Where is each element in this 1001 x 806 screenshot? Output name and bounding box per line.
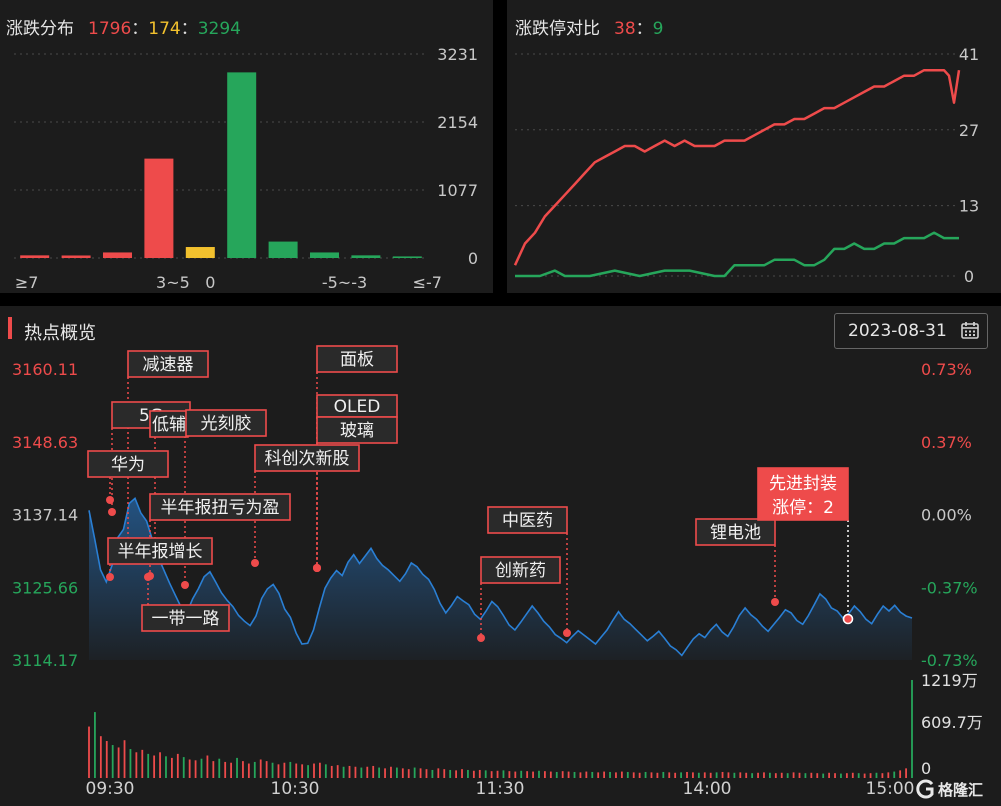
watermark-text: 格隆汇 — [938, 780, 984, 799]
x-tick-label: ≤-7 — [413, 273, 442, 292]
x-tick-label: 3~5 — [156, 273, 190, 292]
hot-overview-panel: 热点概览 2023-08-31 — [0, 306, 1001, 806]
date-value: 2023-08-31 — [848, 321, 947, 341]
y-tick-label: 1077 — [437, 181, 478, 200]
bar — [61, 255, 91, 258]
gelonghui-logo-icon — [916, 779, 934, 799]
bar — [227, 72, 257, 258]
limit-title-row: 涨跌停对比 38：9 — [515, 19, 664, 39]
distribution-title: 涨跌分布 — [6, 19, 74, 39]
flat-count: 174 — [148, 19, 181, 39]
bar — [268, 241, 298, 258]
limit-down-count: 9 — [652, 19, 664, 39]
up-count: 1796 — [88, 19, 132, 39]
y-tick-label: 41 — [959, 45, 979, 64]
distribution-bar-chart: 0 1077 2154 3231 ≥7 3~5 0 -5~-3 ≤-7 — [14, 45, 478, 292]
y-tick-label: 27 — [959, 121, 979, 140]
y-tick-label: 3231 — [437, 45, 478, 64]
bar — [103, 252, 132, 258]
down-count: 3294 — [197, 19, 241, 39]
x-tick-label: 0 — [205, 273, 215, 292]
title-accent-bar — [8, 317, 12, 339]
x-tick-label: -5~-3 — [322, 273, 367, 292]
bar — [20, 255, 50, 258]
y-tick-label: 0 — [964, 267, 974, 286]
x-tick-label: ≥7 — [15, 273, 39, 292]
limit-line-chart: 0 13 27 41 — [513, 45, 979, 286]
bar — [310, 252, 339, 258]
limit-up-count: 38 — [614, 19, 636, 39]
y-tick-label: 0 — [468, 249, 478, 268]
y-tick-label: 2154 — [437, 113, 478, 132]
bar — [144, 158, 174, 258]
calendar-icon — [961, 322, 979, 339]
bar — [185, 247, 215, 258]
limit-title: 涨跌停对比 — [515, 19, 600, 39]
bar — [392, 256, 422, 258]
limit-compare-panel: 涨跌停对比 38：9 0 13 27 41 — [507, 0, 1001, 293]
distribution-panel: 涨跌分布 1796：174：3294 0 1077 2154 3231 ≥7 3~5 0 -5~… — [0, 0, 493, 293]
hot-overview-title: 热点概览 — [24, 323, 96, 344]
bar — [351, 255, 381, 258]
limit-down-line — [515, 231, 959, 278]
y-tick-label: 13 — [959, 197, 979, 216]
watermark: 格隆汇 — [915, 778, 983, 800]
limit-up-line — [513, 68, 961, 266]
date-picker[interactable]: 2023-08-31 — [834, 313, 988, 349]
distribution-title-row: 涨跌分布 1796：174：3294 — [6, 19, 241, 39]
